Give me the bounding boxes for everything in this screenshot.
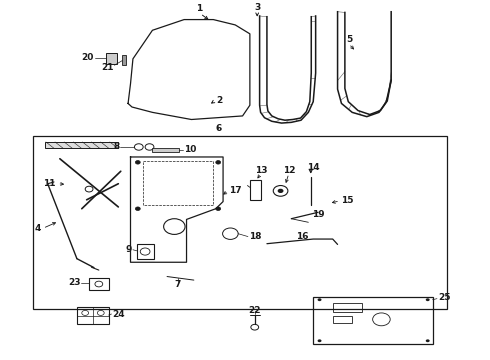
Circle shape xyxy=(318,298,321,301)
Text: 4: 4 xyxy=(35,224,41,233)
Text: 2: 2 xyxy=(216,96,222,105)
Text: 14: 14 xyxy=(307,163,319,172)
Circle shape xyxy=(135,207,140,211)
Bar xyxy=(89,278,109,290)
Text: 21: 21 xyxy=(101,63,114,72)
Text: 1: 1 xyxy=(196,4,202,13)
Text: 18: 18 xyxy=(249,232,261,241)
Bar xyxy=(77,307,109,324)
Bar xyxy=(313,297,433,344)
Text: 7: 7 xyxy=(174,280,181,289)
Text: 16: 16 xyxy=(296,232,309,241)
Bar xyxy=(137,244,154,259)
Bar xyxy=(33,136,447,309)
Bar xyxy=(45,142,118,148)
Circle shape xyxy=(216,161,220,164)
Circle shape xyxy=(278,189,284,193)
Text: 12: 12 xyxy=(283,166,295,175)
Text: 3: 3 xyxy=(254,3,260,12)
Bar xyxy=(333,303,362,312)
Bar xyxy=(333,316,352,323)
Circle shape xyxy=(85,186,93,192)
Text: 23: 23 xyxy=(68,278,80,287)
Text: 10: 10 xyxy=(184,145,196,154)
Text: 24: 24 xyxy=(113,310,125,319)
Text: 15: 15 xyxy=(342,196,354,205)
Text: 6: 6 xyxy=(215,124,221,133)
Text: 9: 9 xyxy=(125,245,132,254)
Text: 22: 22 xyxy=(248,306,261,315)
Circle shape xyxy=(426,298,430,301)
Circle shape xyxy=(135,161,140,164)
Text: 5: 5 xyxy=(346,35,353,44)
Text: 25: 25 xyxy=(438,293,450,302)
Text: 17: 17 xyxy=(229,186,242,195)
Bar xyxy=(122,55,126,64)
Text: 19: 19 xyxy=(312,210,325,219)
Text: 13: 13 xyxy=(255,166,268,175)
Circle shape xyxy=(318,339,321,342)
Text: 8: 8 xyxy=(113,143,119,152)
Bar xyxy=(152,148,179,152)
Bar xyxy=(106,54,117,64)
Bar xyxy=(250,180,261,200)
Text: 20: 20 xyxy=(82,53,94,62)
Circle shape xyxy=(426,339,430,342)
Text: 11: 11 xyxy=(44,179,56,188)
Circle shape xyxy=(216,207,220,211)
